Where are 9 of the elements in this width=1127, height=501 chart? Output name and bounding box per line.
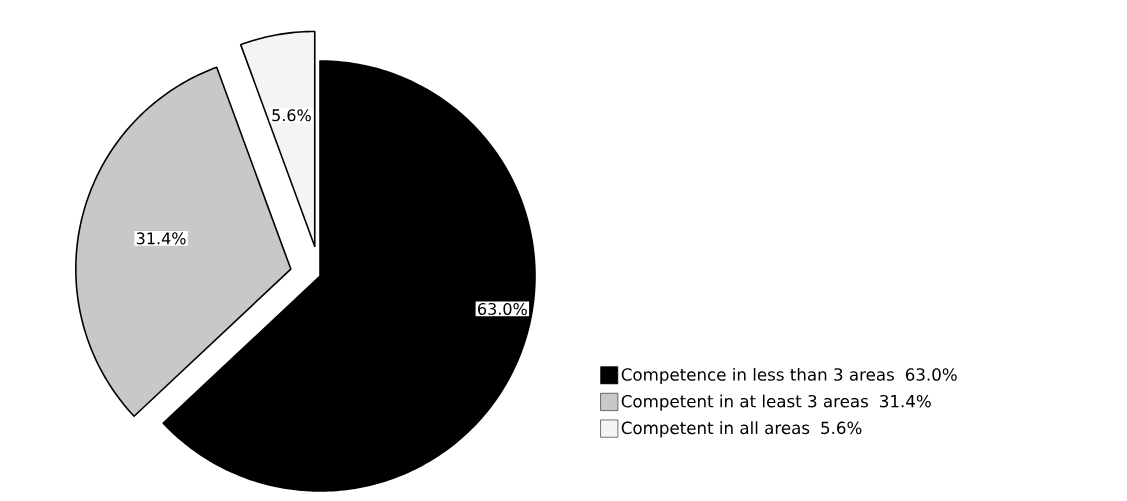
text: 63.0%: [905, 368, 957, 381]
text: 5.6%: [821, 421, 862, 435]
data-label: 31.4%: [136, 232, 186, 245]
legend-label: Competence in less than 3 areas: [621, 367, 894, 385]
text: 31.4%: [880, 394, 931, 408]
legend-label: Competent in at least 3 areas: [621, 394, 868, 411]
data-label: 5.6%: [272, 109, 311, 122]
legend-label: Competent in all areas: [621, 421, 810, 438]
data-label: 63.0%: [478, 302, 527, 315]
